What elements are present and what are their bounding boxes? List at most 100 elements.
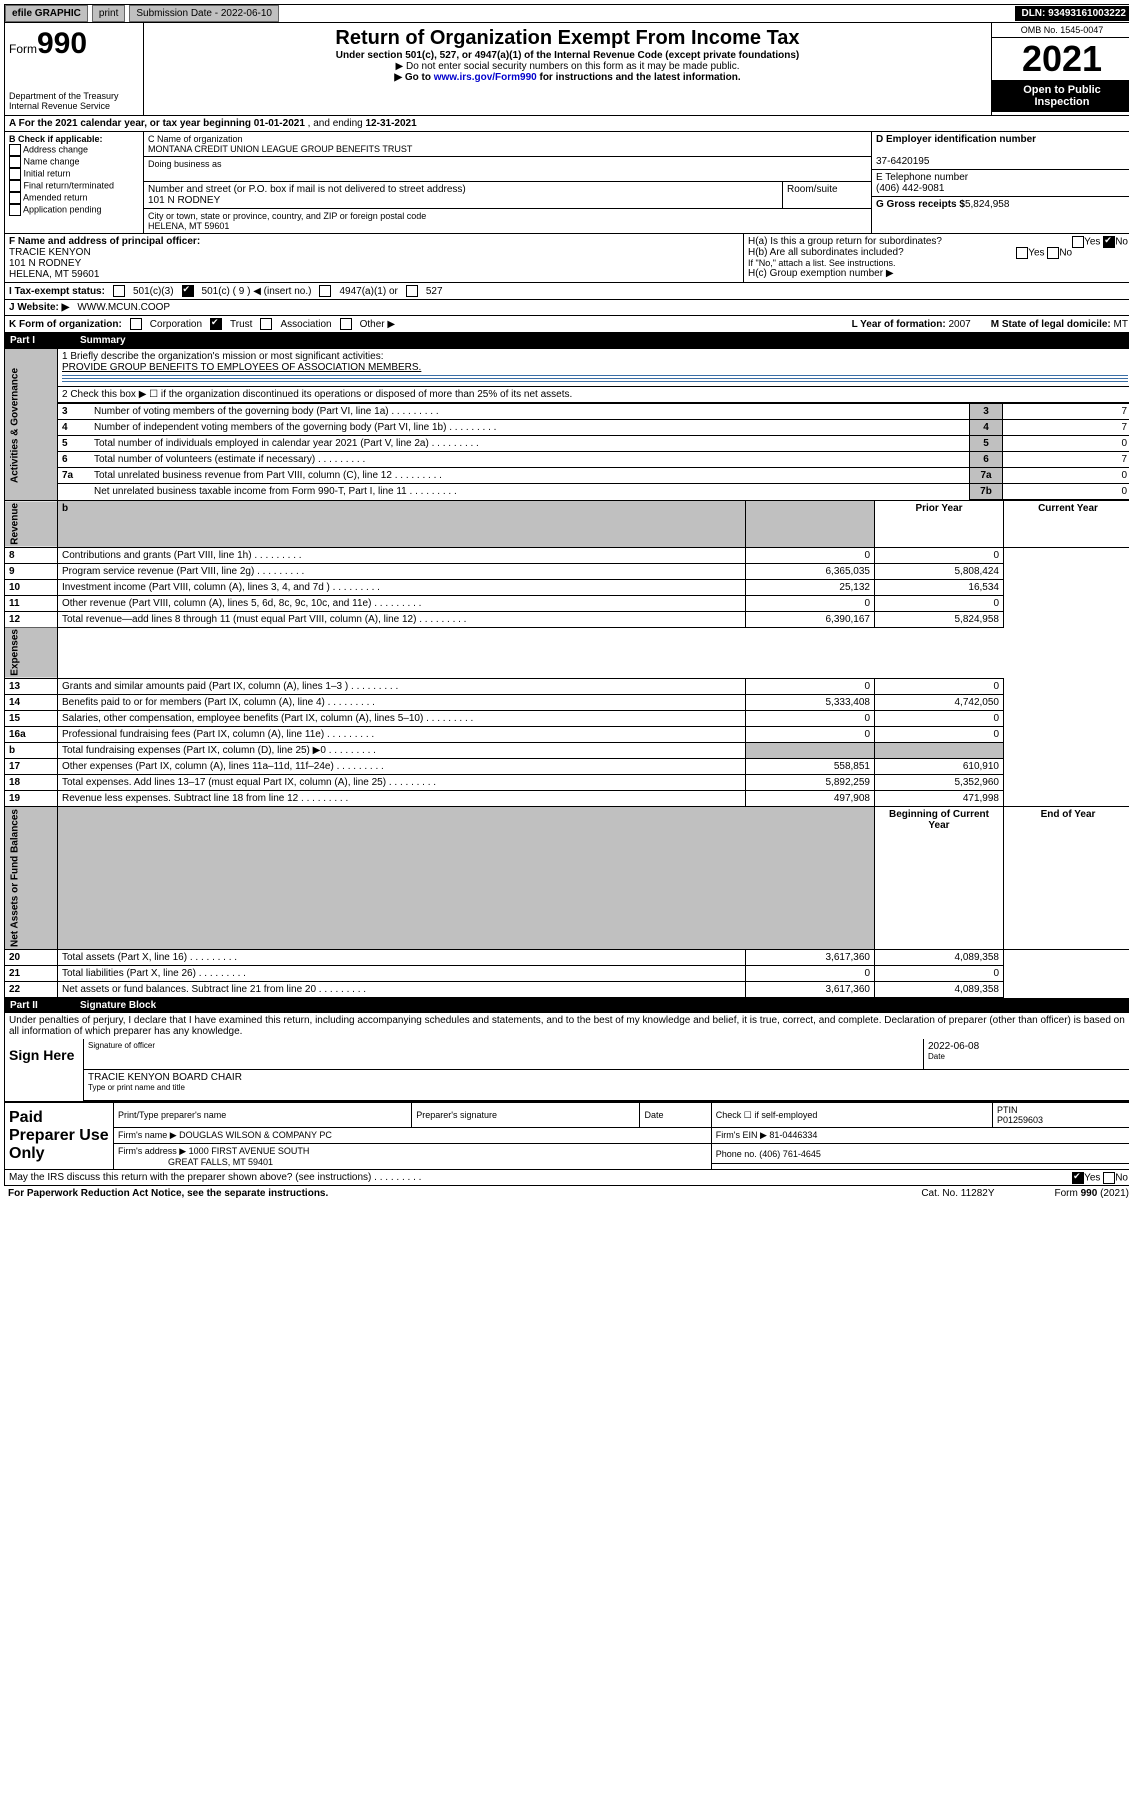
year-formation: 2007 [948, 319, 970, 330]
gov-row: 3Number of voting members of the governi… [58, 404, 1129, 420]
form-subtitle-1: Under section 501(c), 527, or 4947(a)(1)… [148, 50, 987, 61]
gov-row: 7aTotal unrelated business revenue from … [58, 468, 1129, 484]
col-b: B Check if applicable: Address change Na… [5, 132, 144, 233]
declaration: Under penalties of perjury, I declare th… [5, 1013, 1129, 1039]
col-de: D Employer identification number 37-6420… [871, 132, 1129, 233]
org-name: MONTANA CREDIT UNION LEAGUE GROUP BENEFI… [148, 144, 412, 154]
firm-phone: (406) 761-4645 [759, 1149, 821, 1159]
colb-item: Final return/terminated [9, 180, 139, 192]
rev-row: 11Other revenue (Part VIII, column (A), … [5, 595, 1129, 611]
telephone: (406) 442-9081 [876, 183, 944, 194]
form-subtitle-3: ▶ Go to www.irs.gov/Form990 for instruct… [148, 72, 987, 83]
hb-yes-checkbox[interactable] [1016, 247, 1028, 259]
footer: For Paperwork Reduction Act Notice, see … [4, 1186, 1129, 1201]
irs-label: Internal Revenue Service [9, 101, 139, 111]
527-checkbox[interactable] [406, 285, 418, 297]
efile-label: efile GRAPHIC [5, 5, 88, 22]
rev-row: 12Total revenue—add lines 8 through 11 (… [5, 611, 1129, 627]
col-c: C Name of organization MONTANA CREDIT UN… [144, 132, 871, 233]
omb-number: OMB No. 1545-0047 [992, 23, 1129, 38]
submission-date: Submission Date - 2022-06-10 [129, 5, 279, 22]
street: 101 N RODNEY [148, 195, 220, 206]
part2-bar: Part IISignature Block [4, 998, 1129, 1013]
net-row: 22Net assets or fund balances. Subtract … [5, 982, 1129, 998]
4947-checkbox[interactable] [319, 285, 331, 297]
revenue-vlabel: Revenue [5, 501, 58, 548]
signature-block: Under penalties of perjury, I declare th… [4, 1013, 1129, 1102]
officer-sig-name: TRACIE KENYON BOARD CHAIR [88, 1072, 1128, 1083]
row-k: K Form of organization: Corporation Trus… [4, 316, 1129, 333]
colb-item: Amended return [9, 192, 139, 204]
may-discuss: May the IRS discuss this return with the… [4, 1170, 1129, 1186]
net-row: 20Total assets (Part X, line 16)3,617,36… [5, 950, 1129, 966]
part1-bar: Part ISummary [4, 333, 1129, 348]
block-fh: F Name and address of principal officer:… [4, 234, 1129, 283]
exp-row: 17Other expenses (Part IX, column (A), l… [5, 759, 1129, 775]
form-subtitle-2: ▶ Do not enter social security numbers o… [148, 61, 987, 72]
row-a: A For the 2021 calendar year, or tax yea… [4, 116, 1129, 132]
501c3-checkbox[interactable] [113, 285, 125, 297]
exp-row: 15Salaries, other compensation, employee… [5, 711, 1129, 727]
tax-year: 2021 [992, 38, 1129, 80]
gov-row: 4Number of independent voting members of… [58, 420, 1129, 436]
rev-row: 10Investment income (Part VIII, column (… [5, 579, 1129, 595]
form-header: Form990 Department of the Treasury Inter… [4, 23, 1129, 116]
firm-addr: 1000 FIRST AVENUE SOUTH [189, 1146, 310, 1156]
exp-row: bTotal fundraising expenses (Part IX, co… [5, 743, 1129, 759]
form-number: Form990 [9, 27, 139, 61]
open-inspection: Open to Public Inspection [992, 80, 1129, 112]
rev-row: 9Program service revenue (Part VIII, lin… [5, 563, 1129, 579]
exp-row: 16aProfessional fundraising fees (Part I… [5, 727, 1129, 743]
dept-label: Department of the Treasury [9, 91, 139, 101]
ha-no-checkbox[interactable] [1103, 236, 1115, 248]
ptin: P01259603 [997, 1115, 1043, 1125]
hb-no-checkbox[interactable] [1047, 247, 1059, 259]
sign-here-label: Sign Here [5, 1039, 83, 1101]
net-vlabel: Net Assets or Fund Balances [5, 807, 58, 950]
assoc-checkbox[interactable] [260, 318, 272, 330]
exp-row: 13Grants and similar amounts paid (Part … [5, 679, 1129, 695]
may-no-checkbox[interactable] [1103, 1172, 1115, 1184]
exp-row: 18Total expenses. Add lines 13–17 (must … [5, 775, 1129, 791]
form-title: Return of Organization Exempt From Incom… [148, 27, 987, 50]
expenses-vlabel: Expenses [5, 627, 58, 679]
exp-row: 19Revenue less expenses. Subtract line 1… [5, 791, 1129, 807]
state-domicile: MT [1114, 319, 1128, 330]
row-i: I Tax-exempt status: 501(c)(3) 501(c) ( … [4, 283, 1129, 300]
colb-item: Initial return [9, 168, 139, 180]
colb-item: Application pending [9, 204, 139, 216]
trust-checkbox[interactable] [210, 318, 222, 330]
colb-item: Address change [9, 144, 139, 156]
firm-name: DOUGLAS WILSON & COMPANY PC [179, 1130, 332, 1140]
rev-row: 8Contributions and grants (Part VIII, li… [5, 547, 1129, 563]
sig-date: 2022-06-08 [928, 1041, 1128, 1052]
ha-yes-checkbox[interactable] [1072, 236, 1084, 248]
gov-row: Net unrelated business taxable income fr… [58, 484, 1129, 500]
city: HELENA, MT 59601 [148, 221, 229, 231]
block-bcde: B Check if applicable: Address change Na… [4, 132, 1129, 234]
officer-name: TRACIE KENYON [9, 247, 91, 258]
website: WWW.MCUN.COOP [77, 302, 170, 313]
summary-table: Activities & Governance 1 Briefly descri… [4, 348, 1129, 998]
mission: PROVIDE GROUP BENEFITS TO EMPLOYEES OF A… [62, 362, 1128, 373]
gov-row: 5Total number of individuals employed in… [58, 436, 1129, 452]
other-checkbox[interactable] [340, 318, 352, 330]
paid-preparer-table: Paid Preparer Use Only Print/Type prepar… [4, 1102, 1129, 1170]
may-yes-checkbox[interactable] [1072, 1172, 1084, 1184]
room-suite-label: Room/suite [783, 182, 871, 208]
top-bar: efile GRAPHIC print Submission Date - 20… [4, 4, 1129, 23]
row-j: J Website: ▶ WWW.MCUN.COOP [4, 300, 1129, 316]
dln-label: DLN: 93493161003222 [1015, 6, 1129, 21]
paid-preparer-label: Paid Preparer Use Only [5, 1103, 114, 1170]
gross-receipts: 5,824,958 [965, 199, 1010, 210]
governance-vlabel: Activities & Governance [5, 349, 58, 501]
colb-item: Name change [9, 156, 139, 168]
501c-checkbox[interactable] [182, 285, 194, 297]
net-row: 21Total liabilities (Part X, line 26)00 [5, 966, 1129, 982]
firm-ein: 81-0446334 [769, 1130, 817, 1140]
exp-row: 14Benefits paid to or for members (Part … [5, 695, 1129, 711]
ein: 37-6420195 [876, 156, 929, 167]
instructions-link[interactable]: www.irs.gov/Form990 [434, 72, 537, 83]
print-button[interactable]: print [92, 5, 125, 22]
corp-checkbox[interactable] [130, 318, 142, 330]
